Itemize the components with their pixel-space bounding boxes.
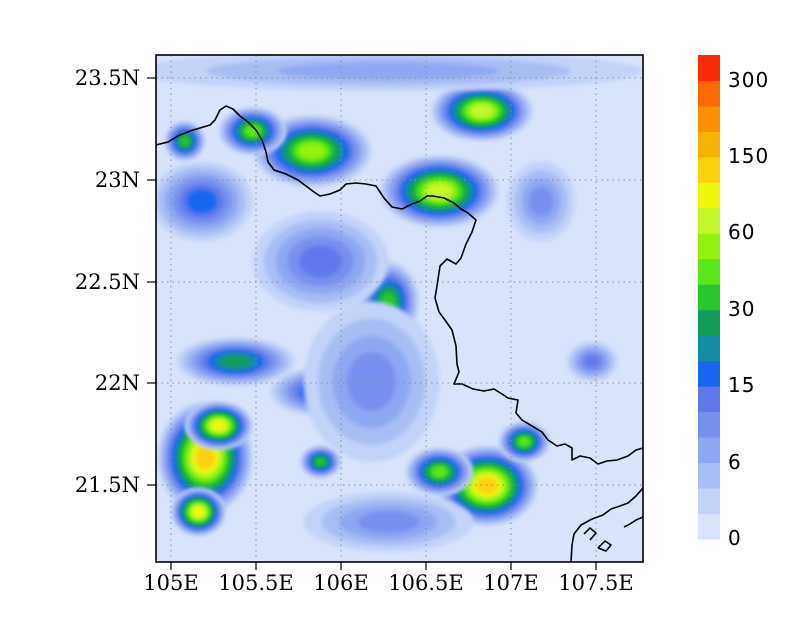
colorbar-swatch (698, 105, 720, 132)
contour-band (220, 355, 251, 368)
lat-tick-label: 22.5N (75, 270, 140, 294)
lon-tick-label: 105E (143, 571, 198, 595)
colorbar-label: 15 (728, 373, 755, 397)
latitude-axis: 23.5N 23N 22.5N 22N 21.5N (75, 66, 156, 497)
gridlines (156, 55, 643, 562)
longitude-axis: 105E 105.5E 106E 106.5E 107E 107.5E (143, 562, 634, 595)
contour-band (298, 142, 326, 160)
colorbar-swatch (698, 386, 720, 413)
lon-tick-label: 107.5E (558, 571, 633, 595)
contour-band (278, 62, 499, 80)
colorbar-swatch (698, 284, 720, 311)
colorbar-swatch (698, 360, 720, 387)
contour-band (518, 437, 531, 447)
colorbar-swatches (698, 55, 720, 540)
colorbar-swatch (698, 335, 720, 362)
contour-band (179, 136, 190, 147)
contour-band (244, 125, 261, 137)
coastline-border (156, 105, 643, 562)
lat-tick-label: 23N (95, 168, 140, 192)
colorbar-swatch (698, 411, 720, 438)
colorbar-swatch (698, 488, 720, 515)
colorbar-swatch (698, 80, 720, 107)
contour-band (298, 245, 343, 278)
contour-band (583, 355, 601, 369)
contour-band (476, 477, 498, 495)
lat-tick-label: 22N (95, 371, 140, 395)
contour-band (192, 506, 205, 518)
colorbar-swatch (698, 207, 720, 234)
contour-band (195, 445, 216, 470)
map-frame (155, 54, 644, 563)
contour-band (528, 186, 554, 216)
contour-band (211, 420, 227, 431)
lon-tick-label: 106E (313, 571, 368, 595)
coast-island-b (597, 540, 612, 552)
colorbar-label: 300 (728, 68, 769, 92)
colorbar-swatch (698, 258, 720, 285)
colorbar-swatch (698, 513, 720, 540)
border-line-north (156, 105, 643, 465)
colorbar-swatch (698, 182, 720, 209)
colorbar-label: 30 (728, 297, 755, 321)
colorbar-label: 0 (728, 526, 742, 550)
border-line-south (570, 487, 643, 562)
contour-band (186, 189, 217, 213)
colorbar-swatch (698, 156, 720, 183)
colorbar-swatch (698, 309, 720, 336)
lat-tick-label: 21.5N (75, 473, 140, 497)
lat-tick-label: 23.5N (75, 66, 140, 90)
coast-island-a (623, 516, 643, 528)
colorbar-label: 150 (728, 144, 769, 168)
colorbar-label: 6 (728, 450, 742, 474)
contour-band (431, 466, 448, 478)
coast-fragment (583, 527, 597, 541)
colorbar-swatch (698, 437, 720, 464)
colorbar-swatch (698, 233, 720, 260)
lon-tick-label: 107E (483, 571, 538, 595)
lon-tick-label: 106.5E (388, 571, 463, 595)
colorbar-label: 60 (728, 220, 755, 244)
colorbar: 0 6 15 30 60 150 300 (698, 55, 769, 550)
lon-tick-label: 105.5E (218, 571, 293, 595)
contour-band (470, 104, 494, 118)
contour-band (346, 352, 397, 411)
map-panel: 23.5N 23N 22.5N 22N 21.5N 105E 105.5E 10… (75, 54, 644, 595)
colorbar-swatch (698, 462, 720, 489)
contour-field (156, 55, 643, 552)
colorbar-swatch (698, 131, 720, 158)
colorbar-swatch (698, 55, 720, 81)
contour-band (315, 457, 326, 466)
contour-band (357, 511, 420, 533)
